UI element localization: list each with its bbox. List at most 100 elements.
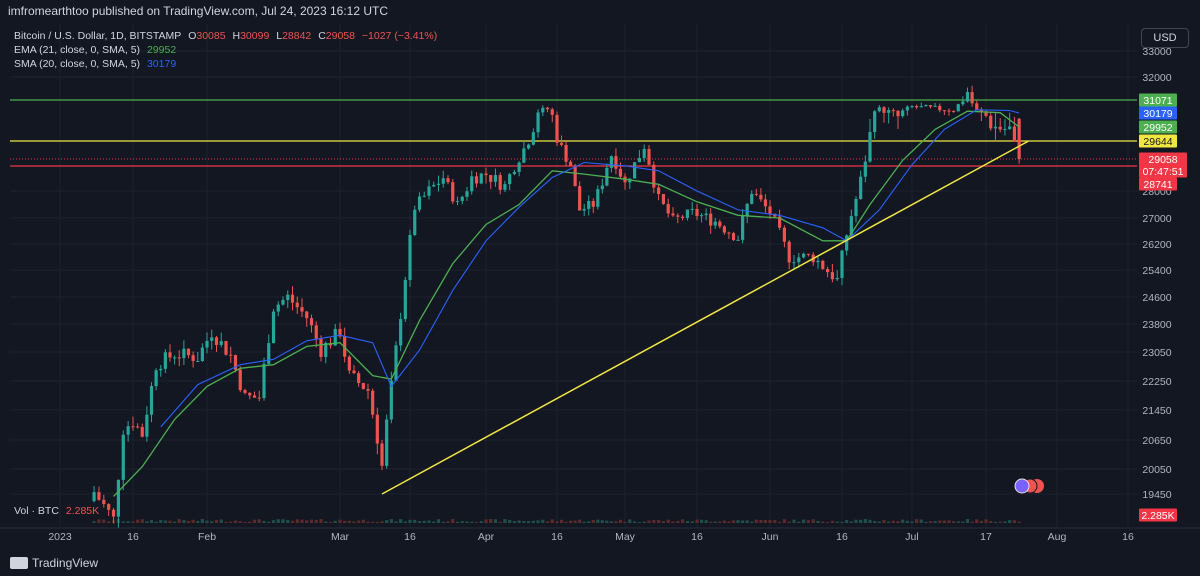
price-tick-label: 23800 xyxy=(1142,319,1171,331)
candle-body xyxy=(107,504,111,510)
candle-body xyxy=(802,253,806,258)
volume-bar xyxy=(573,520,577,523)
volume-bar xyxy=(840,521,844,523)
volume-bar xyxy=(722,520,726,523)
volume-bar xyxy=(474,521,479,523)
events-icon[interactable] xyxy=(1014,478,1044,494)
candle-body xyxy=(333,328,337,346)
price-badge xyxy=(1139,177,1177,191)
horizontal-levels[interactable] xyxy=(10,99,1137,167)
volume-bar xyxy=(271,520,276,523)
volume-bar xyxy=(868,519,872,523)
candle-body xyxy=(859,176,863,199)
volume-bar xyxy=(942,520,946,523)
time-axis[interactable]: 2023 16 Feb Mar 16 Apr 16 May 16 Jun 16 Jul 17 Aug 16 xyxy=(0,527,1200,543)
candle-body xyxy=(681,216,685,218)
symbol-legend[interactable]: Bitcoin / U.S. Dollar, 1D, BITSTAMP O300… xyxy=(14,30,441,42)
candle-body xyxy=(924,105,928,107)
candle-body xyxy=(432,184,436,187)
volume-bar xyxy=(782,519,786,523)
candle-body xyxy=(219,341,223,345)
volume-bar xyxy=(343,520,347,523)
trendline[interactable] xyxy=(381,140,1029,495)
candle-body xyxy=(474,176,479,184)
volume-bar xyxy=(300,519,304,523)
candle-body xyxy=(545,107,550,110)
ema-label: EMA (21, close, 0, SMA, 5) xyxy=(14,44,141,56)
time-tick-label: May xyxy=(615,531,636,543)
volume-bar xyxy=(257,519,261,523)
volume-value: 2.285K xyxy=(65,505,100,517)
volume-bar xyxy=(887,521,891,523)
candle-body xyxy=(238,369,242,391)
candle-body xyxy=(229,354,233,356)
candle-body xyxy=(243,390,247,393)
price-badge xyxy=(1139,152,1187,166)
candle-body xyxy=(527,144,531,149)
symbol-name: Bitcoin / U.S. Dollar, 1D, BITSTAMP xyxy=(14,30,182,42)
candle-body xyxy=(642,148,646,159)
candle-body xyxy=(555,114,559,143)
ema-legend[interactable]: EMA (21, close, 0, SMA, 5) 29952 xyxy=(14,44,180,56)
volume-bar xyxy=(470,521,474,523)
volume-bar xyxy=(896,521,900,523)
sma-legend[interactable]: SMA (20, close, 0, SMA, 5) 30179 xyxy=(14,58,180,70)
candle-body xyxy=(300,307,304,312)
volume-bar xyxy=(811,519,815,523)
price-tick-label: 21450 xyxy=(1142,405,1171,417)
volume-bar xyxy=(205,520,209,523)
price-tick-label: 22250 xyxy=(1142,376,1171,388)
volume-bar xyxy=(578,519,582,523)
candle-body xyxy=(97,492,101,500)
support-trendline xyxy=(381,140,1029,495)
price-badge-label: 07:47:51 xyxy=(1143,166,1184,178)
time-tick-label: Aug xyxy=(1048,531,1067,543)
price-badge-label: 29058 xyxy=(1148,154,1177,166)
volume-bar xyxy=(806,520,810,523)
candle-body xyxy=(436,183,441,185)
price-tick-label: 25400 xyxy=(1142,265,1171,277)
volume-bar xyxy=(754,519,758,523)
volume-bar xyxy=(802,519,806,523)
volume-bar xyxy=(219,519,223,523)
candle-body xyxy=(947,110,951,112)
candle-body xyxy=(564,144,568,162)
candle-body xyxy=(759,194,763,200)
currency-selector[interactable]: USD xyxy=(1141,28,1189,48)
volume-bar xyxy=(699,519,704,523)
candle-body xyxy=(186,348,191,356)
candle-body xyxy=(919,106,923,108)
price-axis[interactable]: 3300032000280002700026200254002460023800… xyxy=(1137,0,1200,551)
volume-bar xyxy=(465,521,469,523)
volume-bar xyxy=(413,519,417,523)
volume-bar xyxy=(623,521,627,523)
volume-bar xyxy=(745,520,749,523)
volume-bar xyxy=(102,519,106,523)
volume-bar xyxy=(107,521,111,523)
candle-body xyxy=(224,341,228,355)
candle-body xyxy=(399,319,403,346)
volume-bar xyxy=(690,521,694,523)
volume-bar xyxy=(357,520,361,523)
tradingview-logo[interactable]: TradingView xyxy=(10,556,98,570)
volume-bar xyxy=(600,520,604,523)
volume-bar xyxy=(460,521,464,523)
volume-bar xyxy=(952,521,956,523)
volume-bar xyxy=(605,520,609,523)
volume-bar xyxy=(545,521,550,523)
candle-body xyxy=(633,162,637,179)
volume-bar xyxy=(652,519,656,523)
candle-body xyxy=(928,105,933,107)
volume-bar xyxy=(989,521,993,523)
candle-body xyxy=(578,186,582,211)
price-tick-label: 24600 xyxy=(1142,292,1171,304)
low-value: 28842 xyxy=(282,30,312,42)
volume-legend[interactable]: Vol · BTC 2.285K xyxy=(14,505,103,517)
volume-bar xyxy=(685,521,689,523)
candle-body xyxy=(550,109,554,115)
volume-bar xyxy=(569,520,573,523)
candle-body xyxy=(460,196,464,201)
candle-body xyxy=(873,111,877,133)
candle-body xyxy=(887,110,891,113)
